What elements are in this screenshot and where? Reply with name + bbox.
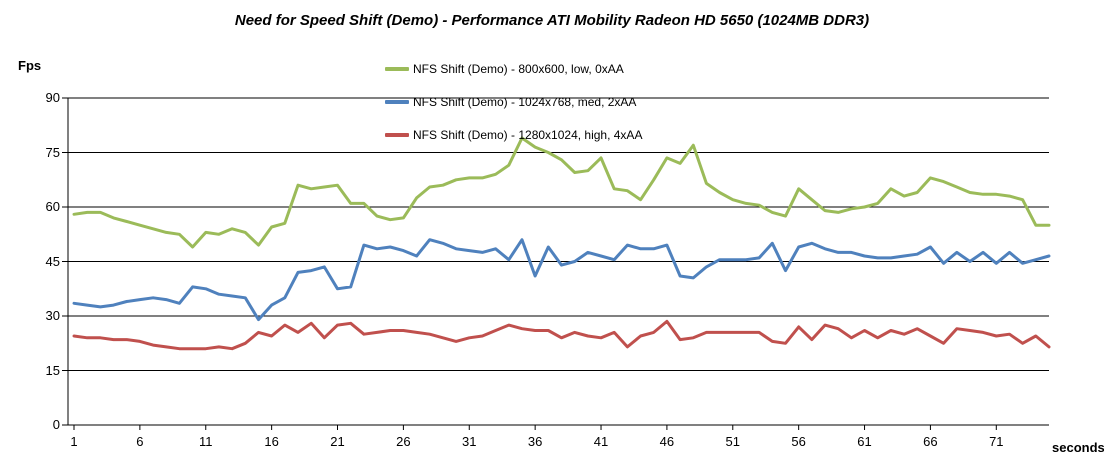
y-tick-label: 0 (52, 417, 60, 432)
y-tick-label: 15 (45, 362, 60, 378)
x-tick-label: 31 (462, 434, 477, 449)
x-tick-label: 66 (923, 434, 938, 449)
legend-item: NFS Shift (Demo) - 800x600, low, 0xAA (385, 52, 642, 85)
y-tick-label: 60 (45, 199, 60, 214)
x-tick-label: 71 (989, 434, 1004, 449)
series-line-0 (72, 136, 1051, 249)
x-tick-label: 36 (527, 434, 543, 449)
x-tick-label: 21 (330, 434, 345, 449)
chart-title: Need for Speed Shift (Demo) - Performanc… (234, 12, 870, 29)
x-tick-label: 41 (593, 434, 609, 449)
x-tick-label: 46 (659, 434, 675, 449)
legend-swatch-blue (385, 99, 409, 104)
x-axis-label: seconds (1052, 440, 1104, 455)
x-tick-label: 11 (199, 434, 213, 449)
legend: NFS Shift (Demo) - 800x600, low, 0xAA NF… (385, 52, 642, 151)
legend-swatch-green (385, 66, 409, 71)
series-line-2 (72, 319, 1051, 351)
legend-label: NFS Shift (Demo) - 1280x1024, high, 4xAA (413, 127, 643, 142)
x-tick-label: 6 (136, 434, 144, 449)
legend-label: NFS Shift (Demo) - 800x600, low, 0xAA (413, 61, 624, 76)
y-tick-label: 75 (45, 144, 60, 160)
legend-item: NFS Shift (Demo) - 1280x1024, high, 4xAA (385, 118, 642, 151)
y-tick-label: 45 (45, 253, 60, 269)
x-tick-label: 1 (70, 434, 78, 449)
x-tick-label: 56 (791, 434, 806, 449)
y-tick-label: 90 (45, 90, 60, 105)
x-tick-label: 16 (264, 434, 279, 449)
legend-item: NFS Shift (Demo) - 1024x768, med, 2xAA (385, 85, 642, 118)
legend-swatch-red (385, 132, 409, 137)
x-tick-label: 61 (857, 434, 872, 449)
x-tick-label: 26 (396, 434, 411, 449)
series-line-1 (72, 238, 1051, 322)
y-axis-label: Fps (18, 58, 42, 73)
x-tick-label: 51 (725, 434, 741, 449)
y-tick-label: 30 (45, 308, 60, 323)
legend-label: NFS Shift (Demo) - 1024x768, med, 2xAA (413, 94, 637, 109)
